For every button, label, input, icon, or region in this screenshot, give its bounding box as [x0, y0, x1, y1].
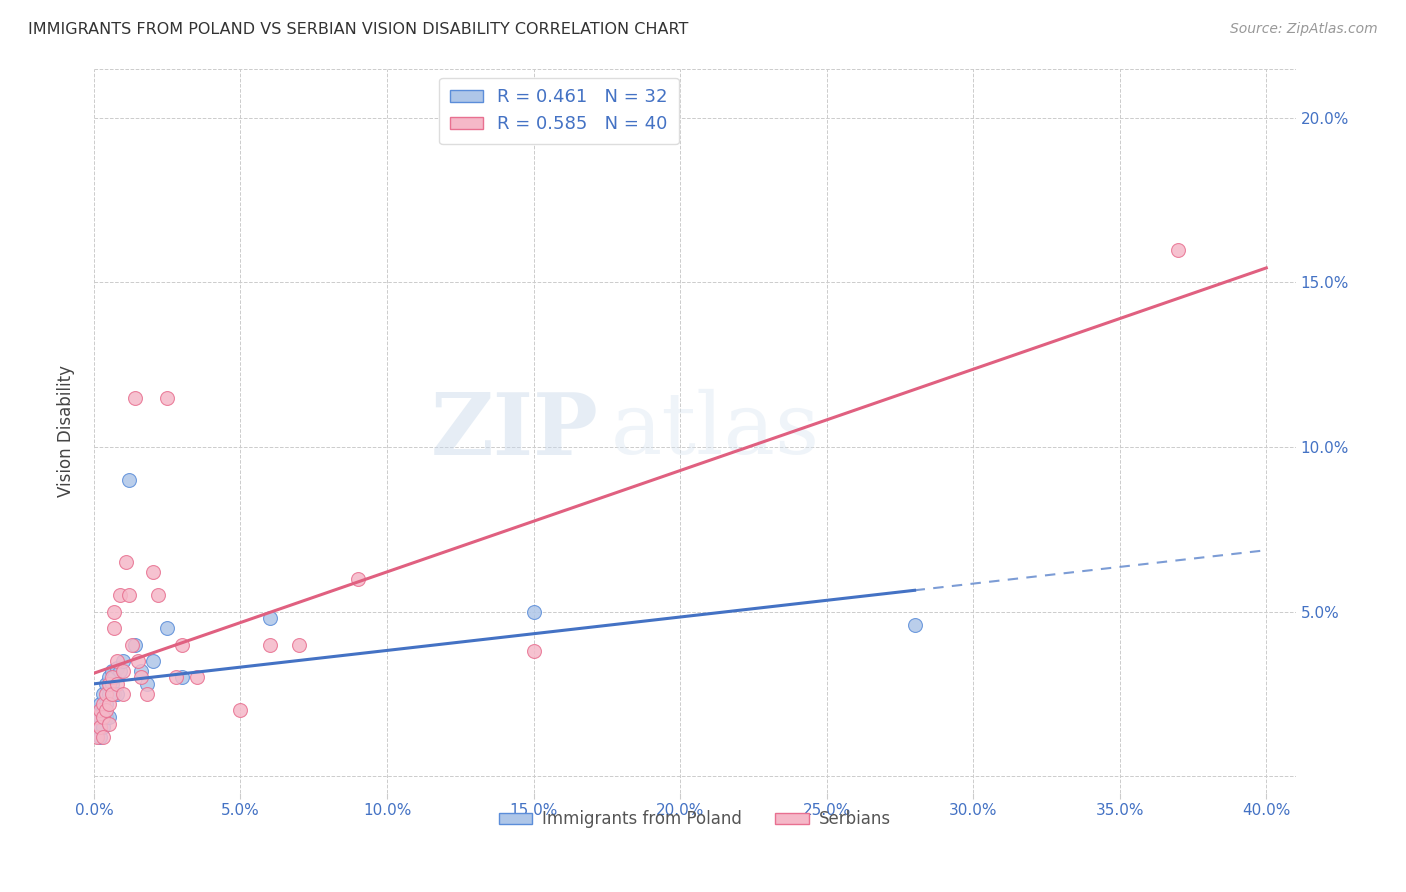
Point [94, 687, 117, 701]
Point [100, 677, 122, 691]
Point [129, 670, 152, 684]
Point [89, 703, 111, 717]
Point [94, 703, 117, 717]
Point [170, 670, 193, 684]
Point [91, 703, 114, 717]
Text: IMMIGRANTS FROM POLAND VS SERBIAN VISION DISABILITY CORRELATION CHART: IMMIGRANTS FROM POLAND VS SERBIAN VISION… [28, 22, 689, 37]
Point [165, 670, 187, 684]
Point [89, 720, 111, 734]
Point [121, 638, 143, 652]
Point [97, 697, 120, 711]
Point [105, 687, 128, 701]
Point [86, 710, 108, 724]
Point [97, 687, 120, 701]
Point [259, 611, 281, 625]
Point [100, 687, 122, 701]
Point [105, 677, 128, 691]
Point [105, 660, 128, 674]
Point [346, 572, 368, 586]
Point [103, 621, 125, 635]
Point [103, 687, 125, 701]
Point [135, 677, 157, 691]
Point [86, 703, 108, 717]
Point [97, 677, 120, 691]
Point [229, 703, 252, 717]
Point [100, 670, 122, 684]
Point [288, 638, 311, 652]
Point [112, 654, 135, 668]
Point [903, 617, 925, 632]
Point [100, 664, 122, 678]
Point [94, 677, 117, 691]
Point [89, 730, 111, 744]
Point [97, 710, 120, 724]
Point [522, 644, 544, 658]
Point [112, 687, 135, 701]
Point [86, 730, 108, 744]
Point [124, 391, 146, 405]
Point [118, 588, 141, 602]
Point [91, 687, 114, 701]
Point [141, 654, 163, 668]
Point [103, 605, 125, 619]
Text: ZIP: ZIP [430, 389, 599, 473]
Point [110, 588, 132, 602]
Point [86, 720, 108, 734]
Point [91, 720, 114, 734]
Point [135, 687, 157, 701]
Point [141, 565, 163, 579]
Point [110, 664, 132, 678]
Point [522, 605, 544, 619]
Point [91, 730, 114, 744]
Point [91, 710, 114, 724]
Legend: Immigrants from Poland, Serbians: Immigrants from Poland, Serbians [492, 804, 897, 835]
Point [115, 555, 138, 569]
Y-axis label: Vision Disability: Vision Disability [58, 365, 75, 497]
Point [259, 638, 281, 652]
Text: Source: ZipAtlas.com: Source: ZipAtlas.com [1230, 22, 1378, 37]
Point [186, 670, 208, 684]
Point [89, 710, 111, 724]
Text: atlas: atlas [610, 389, 820, 472]
Point [170, 638, 193, 652]
Point [97, 670, 120, 684]
Point [89, 697, 111, 711]
Point [156, 621, 179, 635]
Point [129, 664, 152, 678]
Point [148, 588, 170, 602]
Point [127, 654, 149, 668]
Point [105, 654, 128, 668]
Point [1167, 243, 1189, 257]
Point [94, 710, 117, 724]
Point [103, 670, 125, 684]
Point [97, 716, 120, 731]
Point [112, 664, 135, 678]
Point [118, 473, 141, 487]
Point [124, 638, 146, 652]
Point [91, 697, 114, 711]
Point [156, 391, 179, 405]
Point [94, 697, 117, 711]
